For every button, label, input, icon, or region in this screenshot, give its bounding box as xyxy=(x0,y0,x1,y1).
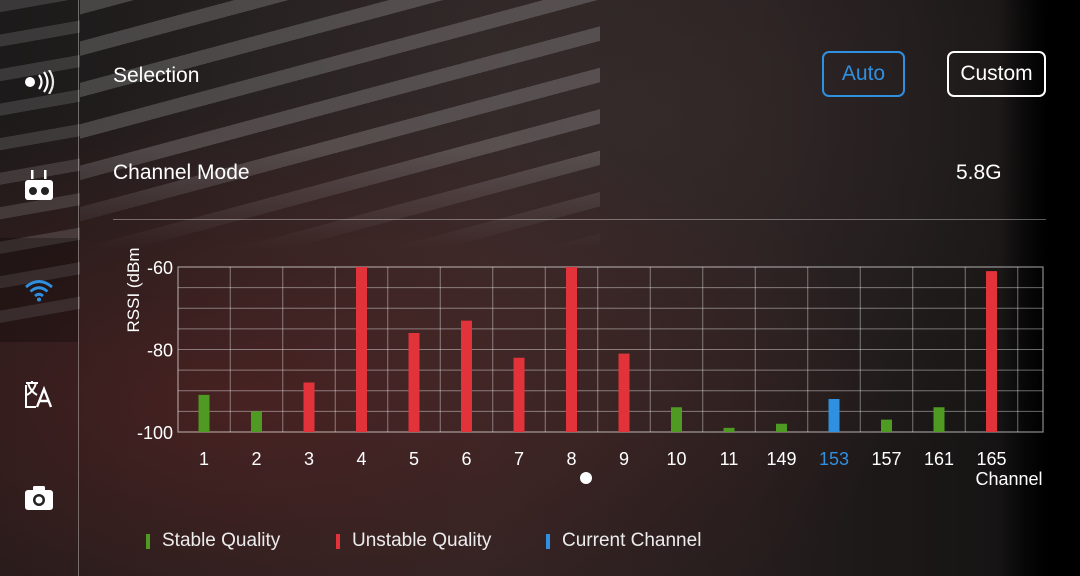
sidebar-item-aircraft[interactable] xyxy=(0,30,78,134)
bar-channel-9 xyxy=(618,353,630,432)
legend-unstable-swatch xyxy=(336,533,340,549)
sidebar-item-general[interactable] xyxy=(0,342,78,446)
sidebar xyxy=(0,0,79,576)
sidebar-item-camera[interactable] xyxy=(0,446,78,550)
language-icon xyxy=(25,381,53,408)
bar-channel-10 xyxy=(671,407,682,432)
x-tick-label: 10 xyxy=(666,449,686,469)
remote-controller-icon xyxy=(25,170,53,200)
legend-stable-swatch xyxy=(146,533,150,549)
divider xyxy=(113,219,1046,220)
bar-channel-157 xyxy=(881,419,892,432)
selection-label: Selection xyxy=(113,64,200,87)
legend-unstable: Unstable Quality xyxy=(336,530,491,552)
legend-unstable-label: Unstable Quality xyxy=(352,530,492,551)
y-axis-label: RSSI (dBm xyxy=(124,247,143,332)
signal-broadcast-icon xyxy=(25,70,55,94)
custom-button[interactable]: Custom xyxy=(947,51,1046,97)
x-tick-label: 1 xyxy=(199,449,209,469)
sidebar-item-transmission[interactable] xyxy=(0,238,78,342)
x-tick-label: 149 xyxy=(766,449,796,469)
bar-channel-6 xyxy=(461,320,472,432)
channel-mode-value[interactable]: 5.8G xyxy=(956,161,1002,184)
x-tick-label: 3 xyxy=(304,449,314,469)
y-tick-label: -80 xyxy=(147,341,173,361)
bar-channel-161 xyxy=(933,407,945,432)
bar-channel-11 xyxy=(723,427,735,432)
legend-current: Current Channel xyxy=(546,530,701,552)
bar-channel-165 xyxy=(986,271,997,432)
background-texture xyxy=(0,0,80,330)
channel-mode-label: Channel Mode xyxy=(113,161,250,184)
sidebar-item-remote-controller[interactable] xyxy=(0,134,78,238)
page-indicator-dot[interactable] xyxy=(580,472,592,484)
x-tick-label: 6 xyxy=(461,449,471,469)
x-tick-label: 11 xyxy=(720,449,739,469)
camera-icon xyxy=(25,486,53,510)
legend-current-swatch xyxy=(546,533,550,549)
legend-current-label: Current Channel xyxy=(562,530,702,551)
x-tick-label: 9 xyxy=(619,449,629,469)
x-tick-label: 4 xyxy=(356,449,366,469)
x-tick-label: 157 xyxy=(871,449,901,469)
x-tick-label: 8 xyxy=(566,449,576,469)
wifi-icon xyxy=(25,280,53,302)
background-image xyxy=(80,0,600,250)
bar-channel-1 xyxy=(198,394,210,432)
bar-channel-2 xyxy=(251,411,262,432)
x-tick-label: 153 xyxy=(819,449,849,469)
y-tick-label: -60 xyxy=(147,258,173,278)
bar-channel-149 xyxy=(776,423,787,432)
bar-channel-4 xyxy=(356,267,367,432)
bar-channel-7 xyxy=(513,357,525,432)
bar-channel-153 xyxy=(828,399,840,432)
legend-stable: Stable Quality xyxy=(146,530,280,552)
plot-frame xyxy=(177,266,1044,433)
bar-channel-8 xyxy=(566,267,577,432)
bar-channel-5 xyxy=(408,333,420,432)
x-tick-label: 5 xyxy=(409,449,419,469)
legend-stable-label: Stable Quality xyxy=(162,530,281,551)
y-tick-label: -100 xyxy=(137,423,173,443)
x-tick-label: 161 xyxy=(924,449,954,469)
x-tick-label: 2 xyxy=(251,449,261,469)
bar-channel-3 xyxy=(303,382,315,432)
x-tick-label: 7 xyxy=(514,449,524,469)
auto-button[interactable]: Auto xyxy=(822,51,905,97)
